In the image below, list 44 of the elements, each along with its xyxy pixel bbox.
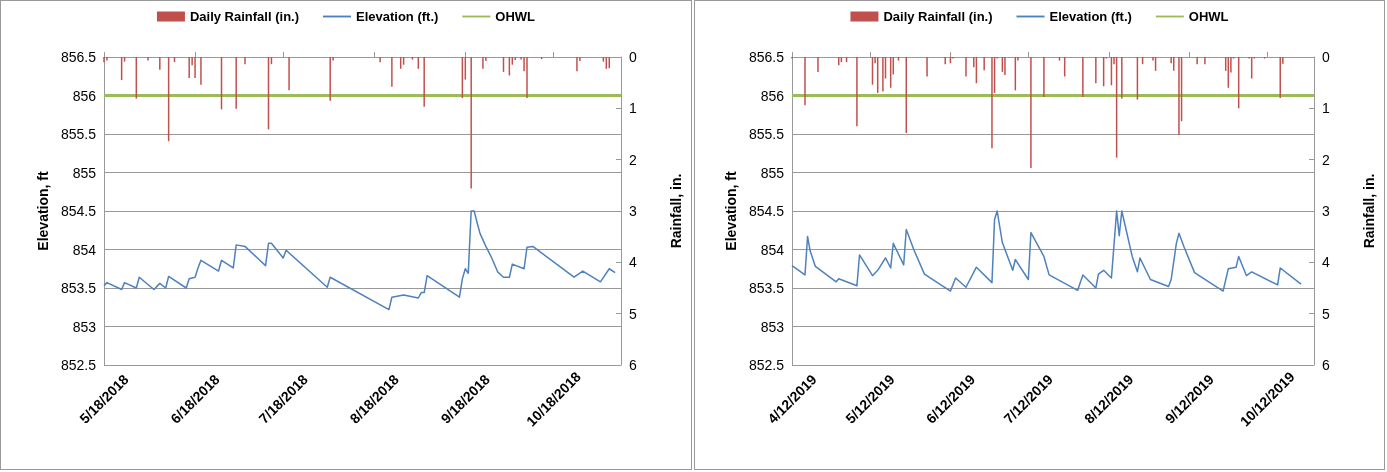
y2-tick-label: 1 xyxy=(629,100,637,117)
legend-label: OHWL xyxy=(495,9,536,24)
line-series xyxy=(103,210,616,311)
y-tick-label: 856.5 xyxy=(748,49,785,65)
y-tick-label: 854.5 xyxy=(60,203,97,219)
y2-tick-label: 5 xyxy=(629,305,637,322)
y2-tick-label: 4 xyxy=(1322,254,1330,271)
y-tick-label: 855 xyxy=(760,164,785,181)
line-series xyxy=(791,210,1302,292)
y-tick-label: 855.5 xyxy=(60,126,97,142)
y2-axis-title: Rainfall, in. xyxy=(668,173,684,249)
y-tick-label: 853.5 xyxy=(60,280,97,296)
y-tick-label: 853 xyxy=(760,318,785,335)
y-tick-label: 854 xyxy=(760,241,785,258)
y2-tick-label: 4 xyxy=(629,254,637,271)
y-axis-title: Elevation, ft xyxy=(35,171,52,251)
y2-tick-label: 0 xyxy=(629,49,637,65)
y-tick-label: 855 xyxy=(72,164,97,181)
y-tick-label: 852.5 xyxy=(748,357,785,373)
y-tick-label: 852.5 xyxy=(60,357,97,373)
y2-tick-label: 3 xyxy=(629,203,637,219)
y-tick-label: 856 xyxy=(72,87,97,104)
y2-tick-label: 6 xyxy=(629,357,637,373)
y-tick-label: 853 xyxy=(72,318,97,335)
y2-axis-title: Rainfall, in. xyxy=(1361,173,1377,249)
y2-tick-label: 2 xyxy=(1322,151,1330,168)
y2-tick-label: 1 xyxy=(1322,100,1330,117)
y-tick-label: 853.5 xyxy=(748,280,785,296)
y2-tick-label: 0 xyxy=(1322,49,1330,65)
y-tick-label: 854.5 xyxy=(748,203,785,219)
y-tick-label: 856.5 xyxy=(60,49,97,65)
y2-tick-label: 5 xyxy=(1322,305,1330,322)
legend-label: Daily Rainfall (in.) xyxy=(189,9,300,24)
y-tick-label: 854 xyxy=(72,241,97,258)
legend-label: Elevation (ft.) xyxy=(356,9,439,24)
legend-label: Daily Rainfall (in.) xyxy=(883,9,993,24)
y2-tick-label: 2 xyxy=(629,151,637,168)
legend-label: OHWL xyxy=(1188,9,1229,24)
legend-label: Elevation (ft.) xyxy=(1049,9,1132,24)
y-tick-label: 856 xyxy=(760,87,785,104)
y2-tick-label: 3 xyxy=(1322,203,1330,219)
y2-tick-label: 6 xyxy=(1322,357,1330,373)
y-axis-title: Elevation, ft xyxy=(723,171,740,251)
y-tick-label: 855.5 xyxy=(748,126,785,142)
